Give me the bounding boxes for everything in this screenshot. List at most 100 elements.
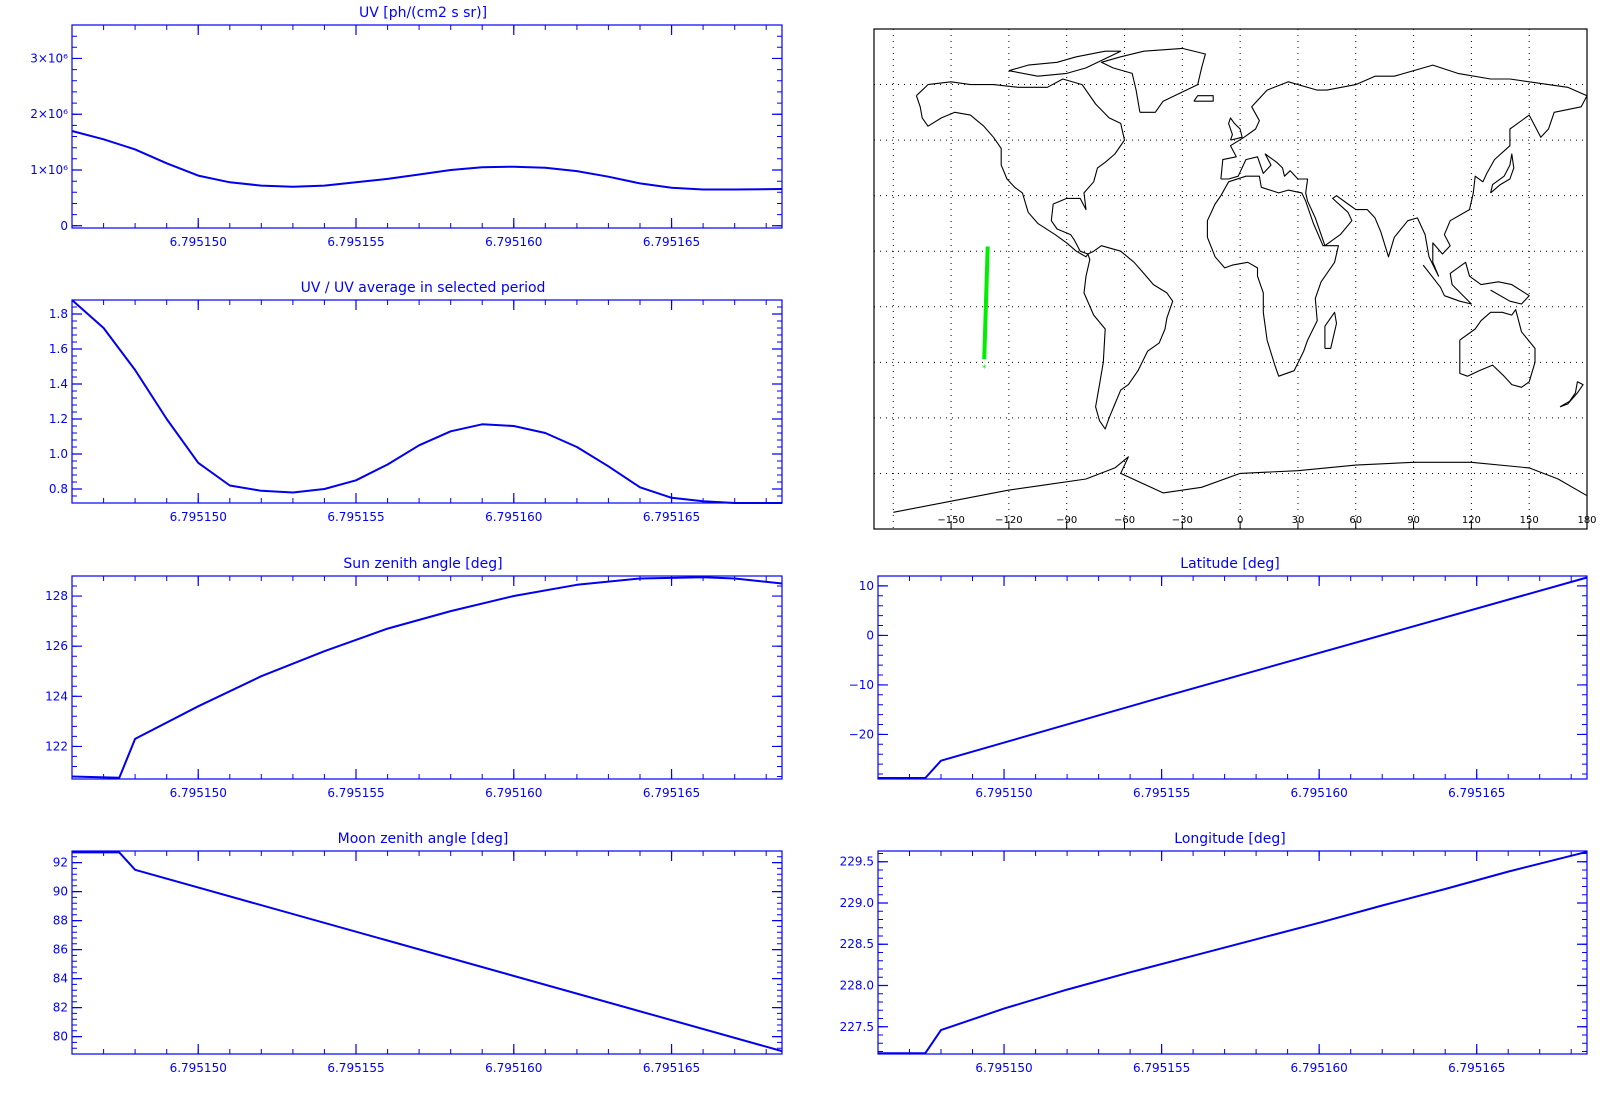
plot-longitude-xtick-label: 6.795160 <box>1291 1061 1348 1075</box>
plot-longitude-minor-ticks <box>877 851 1587 1054</box>
plot-moon-zenith-xtick-label: 6.795150 <box>170 1061 227 1075</box>
plot-latitude-xtick-label: 6.795155 <box>1133 786 1190 800</box>
plot-longitude-ytick-label: 228.0 <box>840 979 874 993</box>
plot-longitude-xtick-label: 6.795165 <box>1448 1061 1505 1075</box>
world-map: −150 −120 −90 −60 −30 0 30 60 90 120 150 180 * <box>873 28 1597 530</box>
coastline-australia <box>1459 309 1536 388</box>
plot-moon-zenith-ytick-label: 84 <box>53 972 68 986</box>
plot-uv-ratio-ytick-label: 1.8 <box>49 307 68 321</box>
plot-moon-zenith-ytick-label: 80 <box>53 1030 68 1044</box>
plot-latitude-xtick-label: 6.795165 <box>1448 786 1505 800</box>
plot-uv-ratio-ytick-label: 1.0 <box>49 447 68 461</box>
plot-uv-frame <box>71 24 783 229</box>
plot-latitude-title: Latitude [deg] <box>1180 556 1279 572</box>
plot-uv-ratio-xtick-label: 6.795165 <box>643 510 700 524</box>
coastline-arctic-islands <box>1008 50 1122 77</box>
plot-sun-zenith-ytick-label: 124 <box>45 689 68 703</box>
plot-moon-zenith-xtick-label: 6.795165 <box>643 1061 700 1075</box>
plot-sun-zenith-xtick-label: 6.795150 <box>170 786 227 800</box>
plot-uv-title: UV [ph/(cm2 s sr)] <box>359 5 487 21</box>
plot-moon-zenith-series-line <box>72 851 783 1053</box>
plot-latitude: Latitude [deg] <box>1180 556 1279 572</box>
plot-sun-zenith-frame <box>71 575 783 780</box>
plot-uv-ratio-marks: 6.795150 6.795155 6.795160 6.795165 0.8 1.0 1.… <box>49 299 783 524</box>
plot-sun-zenith-minor-ticks <box>71 575 782 779</box>
plot-moon-zenith-ytick-label: 90 <box>53 885 68 899</box>
plot-sun-zenith-xtick-label: 6.795165 <box>643 786 700 800</box>
plot-longitude-xtick-label: 6.795150 <box>975 1061 1032 1075</box>
plot-uv-xtick-label: 6.795160 <box>485 235 542 249</box>
coastline-north-america <box>915 78 1126 258</box>
plot-moon-zenith-xtick-label: 6.795160 <box>485 1061 542 1075</box>
plot-sun-zenith-ytick-label: 126 <box>45 639 68 653</box>
plot-uv-minor-ticks <box>71 24 782 228</box>
plot-longitude-frame <box>877 850 1588 1055</box>
plot-moon-zenith-frame <box>71 850 783 1055</box>
plot-uv-ratio-ytick-label: 0.8 <box>49 482 68 496</box>
plot-longitude-marks: 6.795150 6.795155 6.795160 6.795165 227.5 228… <box>840 850 1588 1075</box>
plot-uv-ytick-label: 0 <box>60 219 68 233</box>
map-lon-tick-label: 0 <box>1237 515 1243 526</box>
plot-uv-series-line <box>71 130 783 191</box>
plot-latitude-ytick-label: 0 <box>866 628 874 642</box>
coastline-uk <box>1228 117 1243 141</box>
map-lon-ticks: −150 −120 −90 −60 −30 0 30 60 90 120 150 180 <box>937 515 1597 529</box>
satellite-track-start-marker: * <box>982 364 987 374</box>
plot-uv-xtick-label: 6.795155 <box>327 235 384 249</box>
plot-moon-zenith: Moon zenith angle [deg] <box>338 831 509 847</box>
coastline-new-zealand <box>1559 381 1584 408</box>
plot-moon-zenith-xtick-label: 6.795155 <box>327 1061 384 1075</box>
plot-uv-ratio-xtick-label: 6.795160 <box>485 510 542 524</box>
plot-moon-zenith-ytick-label: 92 <box>53 856 68 870</box>
plot-longitude-ytick-label: 228.5 <box>840 937 874 951</box>
plot-longitude-series-line <box>878 850 1588 1055</box>
coastline-madagascar <box>1324 311 1338 349</box>
plot-uv: UV [ph/(cm2 s sr)] <box>359 5 487 21</box>
plot-sun-zenith: Sun zenith angle [deg] <box>343 556 502 572</box>
plot-sun-zenith-ytick-label: 128 <box>45 589 68 603</box>
plot-uv-ytick-label: 2×10⁶ <box>30 107 68 121</box>
plot-sun-zenith-ytick-label: 122 <box>45 739 68 753</box>
coastline-antarctica <box>893 456 1588 513</box>
plot-moon-zenith-ytick-label: 82 <box>53 1001 68 1015</box>
plot-longitude: Longitude [deg] <box>1174 831 1285 847</box>
plot-latitude-xtick-label: 6.795160 <box>1291 786 1348 800</box>
plot-uv-ratio-minor-ticks <box>71 299 782 503</box>
plot-uv-xtick-label: 6.795165 <box>643 235 700 249</box>
coastline-iceland <box>1193 95 1214 102</box>
plot-moon-zenith-ytick-label: 86 <box>53 943 68 957</box>
coastline-africa <box>1206 175 1339 377</box>
map-lon-tick-label: −120 <box>995 515 1022 526</box>
map-grid <box>874 29 1588 529</box>
plot-sun-zenith-xtick-label: 6.795160 <box>485 786 542 800</box>
plot-uv-ratio-xtick-label: 6.795150 <box>170 510 227 524</box>
plot-longitude-ytick-label: 229.5 <box>840 855 874 869</box>
coastline-japan <box>1490 153 1515 194</box>
plot-longitude-title: Longitude [deg] <box>1174 831 1285 847</box>
map-coastlines <box>893 47 1588 513</box>
plot-uv-ratio-ytick-label: 1.4 <box>49 377 68 391</box>
plot-uv-ytick-label: 1×10⁶ <box>30 163 68 177</box>
map-lon-tick-label: −60 <box>1114 515 1135 526</box>
plot-latitude-xtick-label: 6.795150 <box>975 786 1032 800</box>
plot-uv-ratio: UV / UV average in selected period <box>301 280 546 296</box>
plot-uv-ytick-label: 3×10⁶ <box>30 51 68 65</box>
map-lon-tick-label: 180 <box>1577 515 1596 526</box>
map-lon-tick-label: 120 <box>1462 515 1481 526</box>
plot-latitude-series-line <box>878 576 1588 779</box>
plot-marks: 6.795150 6.795155 6.795160 6.795165 0 1×10⁶ 2×… <box>30 24 1588 1075</box>
plot-uv-ratio-ytick-label: 1.2 <box>49 412 68 426</box>
plot-longitude-ytick-label: 229.0 <box>840 896 874 910</box>
plot-uv-ratio-ytick-label: 1.6 <box>49 342 68 356</box>
coastline-eurasia <box>1220 64 1588 277</box>
plot-uv-ratio-series-line <box>71 299 782 504</box>
plot-uv-xtick-label: 6.795150 <box>170 235 227 249</box>
plot-sun-zenith-title: Sun zenith angle [deg] <box>343 556 502 572</box>
map-lon-tick-label: −90 <box>1056 515 1077 526</box>
map-lon-tick-label: 60 <box>1349 515 1362 526</box>
satellite-track-line <box>982 246 990 360</box>
satellite-track: * <box>982 246 990 374</box>
plot-uv-ratio-xtick-label: 6.795155 <box>327 510 384 524</box>
plot-moon-zenith-marks: 6.795150 6.795155 6.795160 6.795165 80 82 84 86… <box>53 850 783 1075</box>
